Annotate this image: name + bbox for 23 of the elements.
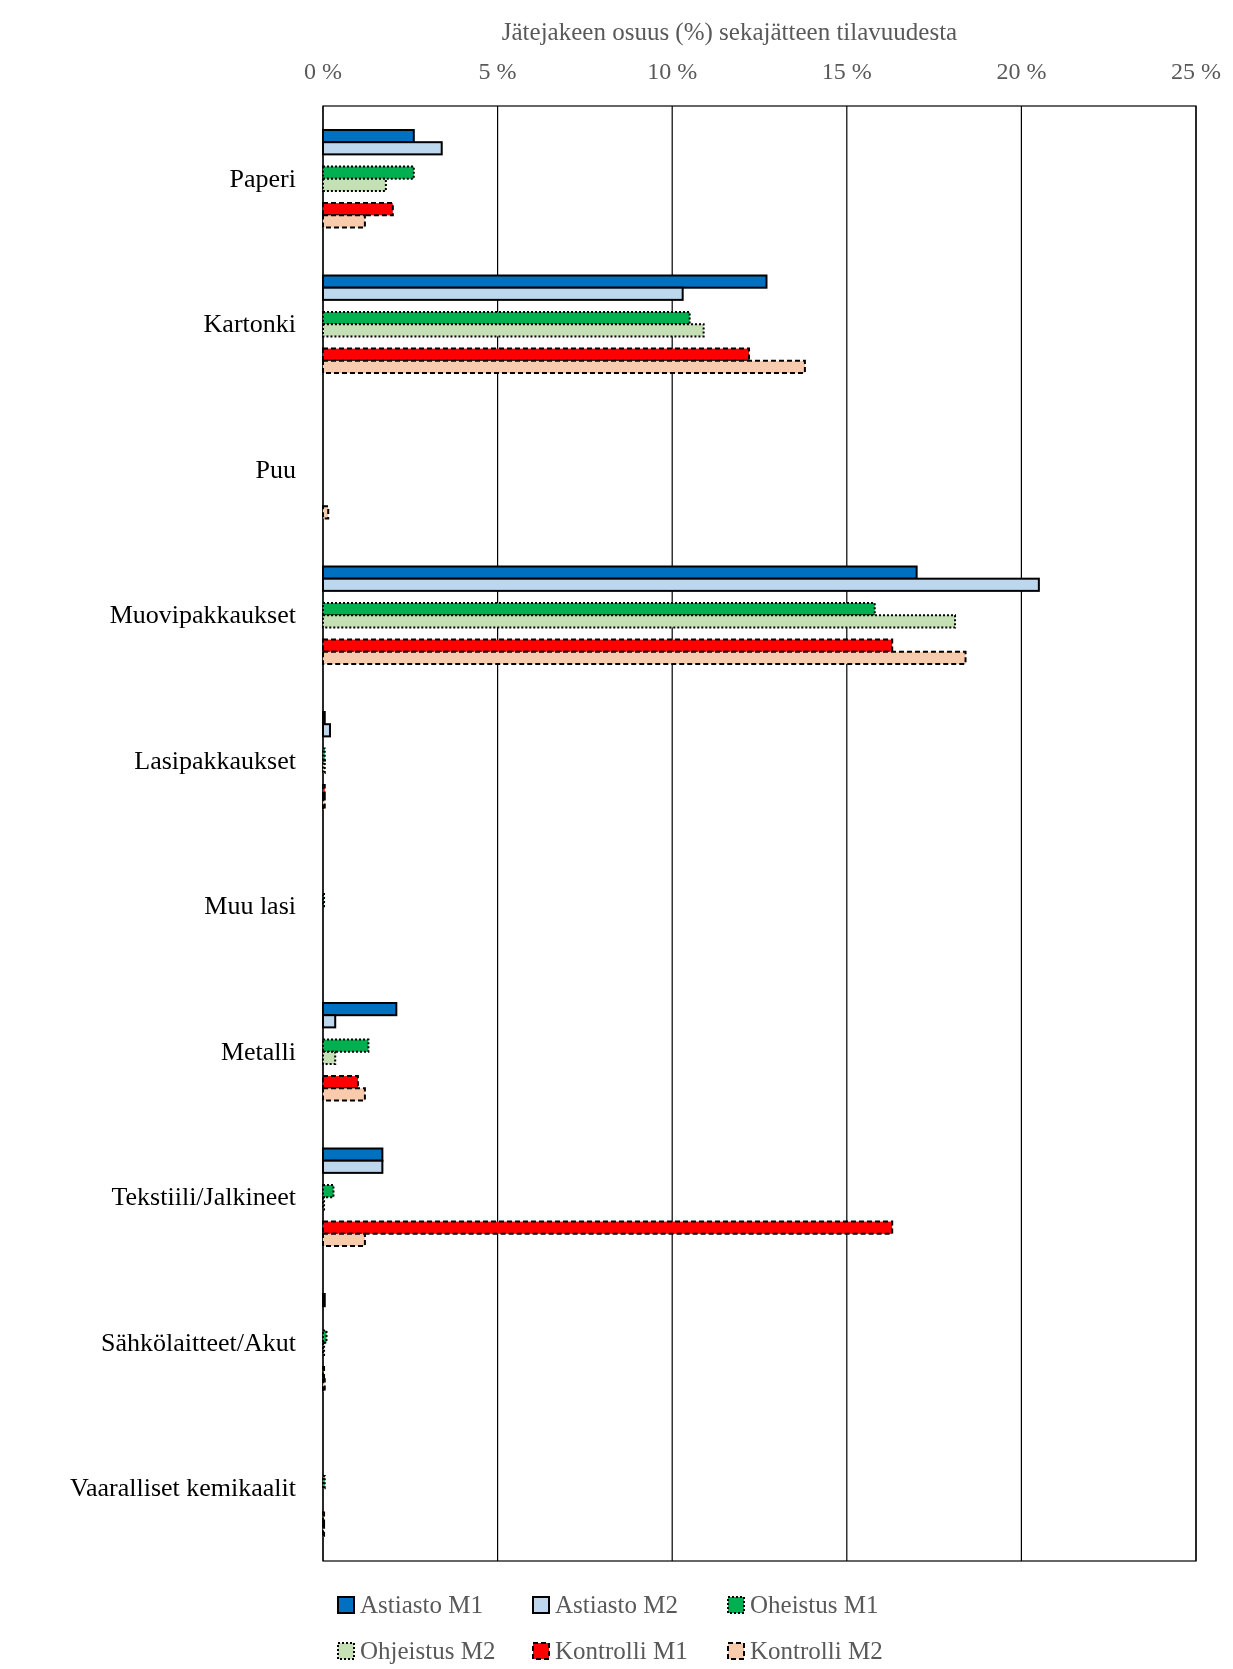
x-tick-label: 5 % — [478, 58, 517, 84]
y-tick-label: Muu lasi — [204, 891, 296, 921]
legend-label: Oheistus M1 — [750, 1591, 879, 1618]
y-tick-label: Puu — [255, 454, 296, 484]
x-tick-label: 15 % — [821, 58, 872, 84]
y-tick-label: Muovipakkaukset — [109, 600, 297, 630]
y-tick-label: Vaaralliset kemikaalit — [70, 1473, 297, 1503]
y-tick-label: Metalli — [220, 1036, 296, 1066]
y-tick-label: Sähkölaitteet/Akut — [101, 1327, 297, 1357]
x-tick-label: 10 % — [647, 58, 698, 84]
legend-label: Astiasto M2 — [555, 1591, 678, 1618]
legend-label: Kontrolli M1 — [555, 1637, 688, 1664]
legend-label: Ohjeistus M2 — [360, 1637, 496, 1664]
x-axis-title: Jätejakeen osuus (%) sekajätteen tilavuudesta — [501, 18, 958, 46]
legend-label: Kontrolli M2 — [750, 1637, 883, 1664]
x-tick-label: 25 % — [1171, 58, 1221, 84]
x-tick-label: 20 % — [996, 58, 1047, 84]
y-tick-label: Lasipakkaukset — [134, 745, 297, 775]
y-tick-label: Kartonki — [203, 309, 296, 339]
legend-label: Astiasto M1 — [360, 1591, 483, 1618]
y-tick-label: Tekstiili/Jalkineet — [111, 1182, 297, 1212]
y-tick-label: Paperi — [229, 163, 296, 193]
x-tick-label: 0 % — [304, 58, 342, 84]
